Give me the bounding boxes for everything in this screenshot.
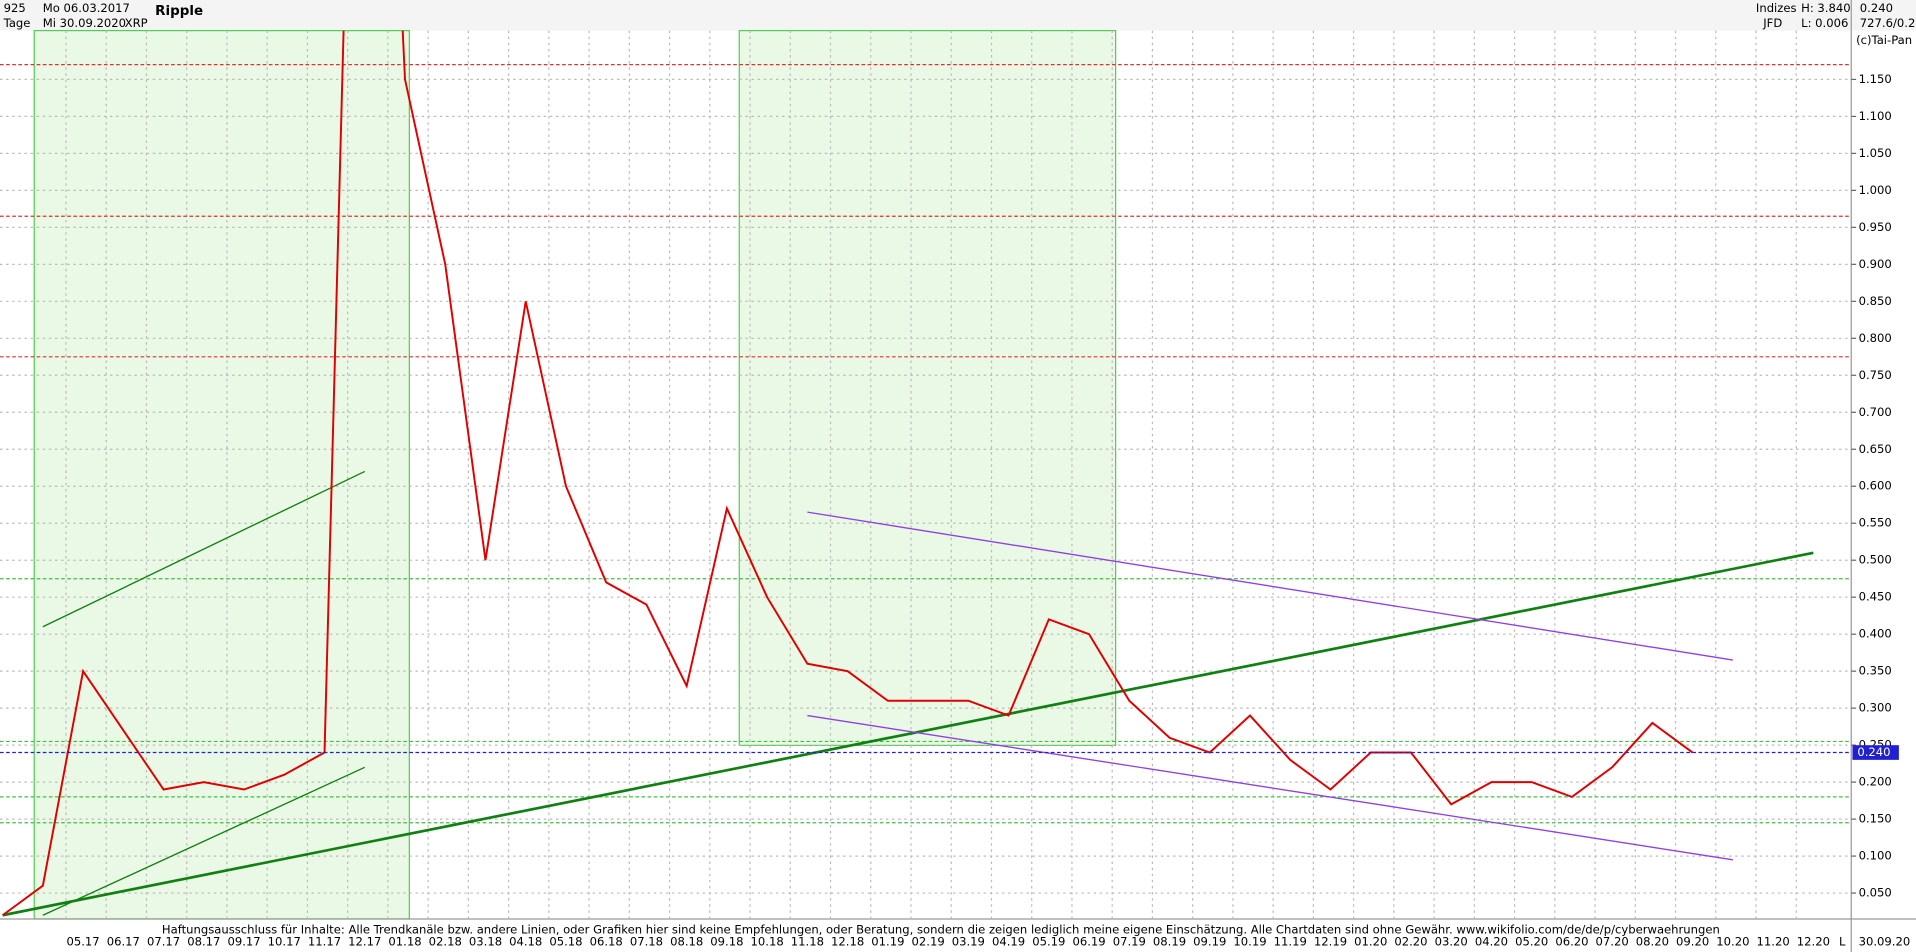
- x-tick-label: 09.18: [710, 935, 743, 949]
- y-tick-label: 0.650: [1859, 442, 1892, 456]
- end-label: 30.09.20: [1859, 935, 1911, 949]
- last: 0.240: [1860, 1, 1893, 15]
- x-tick-label: 08.20: [1636, 935, 1669, 949]
- price-line: [2, 30, 1694, 917]
- x-tick-label: 04.19: [992, 935, 1025, 949]
- trend-line: [42, 766, 366, 916]
- broker: JFD: [1762, 16, 1782, 30]
- x-tick-label: 10.17: [268, 935, 301, 949]
- y-tick-label: 0.600: [1859, 479, 1892, 493]
- copyright: (c)Tai-Pan: [1856, 33, 1912, 47]
- disclaimer: Haftungsausschluss für Inhalte: Alle Tre…: [162, 922, 1720, 936]
- x-tick-label: 12.17: [348, 935, 381, 949]
- x-tick-label: 05.18: [549, 935, 582, 949]
- x-tick-label: 08.18: [670, 935, 703, 949]
- y-tick-label: 1.000: [1859, 183, 1892, 197]
- x-tick-label: 11.18: [791, 935, 824, 949]
- x-tick-label: 02.19: [912, 935, 945, 949]
- y-tick-label: 0.450: [1859, 590, 1892, 604]
- y-tick-label: 0.500: [1859, 553, 1892, 567]
- y-tick-label: 0.950: [1859, 220, 1892, 234]
- x-tick-label: 01.19: [871, 935, 904, 949]
- x-tick-label: 08.17: [187, 935, 220, 949]
- end-date[interactable]: Mi 30.09.2020: [43, 16, 126, 30]
- plot-area: [0, 30, 1852, 919]
- x-tick-label: 11.17: [308, 935, 341, 949]
- x-tick-label: 12.19: [1314, 935, 1347, 949]
- x-tick-label: 05.17: [66, 935, 99, 949]
- x-tick-label: 04.20: [1475, 935, 1508, 949]
- x-tick-label: 06.17: [107, 935, 140, 949]
- trend-line: [42, 470, 366, 628]
- x-tick-label: 06.19: [1072, 935, 1105, 949]
- x-tick-label: 09.19: [1193, 935, 1226, 949]
- y-tick-label: 1.150: [1859, 72, 1892, 86]
- x-tick-label: 07.20: [1596, 935, 1629, 949]
- x-tick-label: 01.20: [1354, 935, 1387, 949]
- x-tick-label: 10.19: [1233, 935, 1266, 949]
- x-tick-label: 11.20: [1757, 935, 1790, 949]
- y-tick-label: 0.300: [1859, 701, 1892, 715]
- x-tick-label: 09.17: [227, 935, 260, 949]
- y-tick-label: 0.700: [1859, 405, 1892, 419]
- trend-line: [807, 714, 1733, 861]
- x-tick-label: 11.19: [1274, 935, 1307, 949]
- y-tick-label: 0.800: [1859, 331, 1892, 345]
- y-tick-label: 0.100: [1859, 849, 1892, 863]
- period[interactable]: Tage: [3, 16, 31, 30]
- instrument-name: Ripple: [155, 4, 203, 19]
- y-tick-label: 1.050: [1859, 146, 1892, 160]
- y-tick-label: 0.400: [1859, 627, 1892, 641]
- x-tick-label: 10.20: [1716, 935, 1749, 949]
- x-tick-label: 10.18: [751, 935, 784, 949]
- x-tick-label: 03.20: [1435, 935, 1468, 949]
- scale-label: L: [1839, 935, 1846, 949]
- x-tick-label: 07.19: [1113, 935, 1146, 949]
- y-tick-label: 0.050: [1859, 886, 1892, 900]
- interval[interactable]: 925: [4, 1, 26, 15]
- y-tick-label: 0.850: [1859, 294, 1892, 308]
- y-tick-label: 0.200: [1859, 775, 1892, 789]
- start-date[interactable]: Mo 06.03.2017: [43, 1, 130, 15]
- y-tick-label: 1.100: [1859, 109, 1892, 123]
- x-tick-label: 12.20: [1797, 935, 1830, 949]
- trend-line: [2, 551, 1814, 917]
- highlight-zone: [738, 29, 1117, 747]
- y-tick-label: 0.150: [1859, 812, 1892, 826]
- x-tick-label: 12.18: [831, 935, 864, 949]
- x-tick-label: 06.18: [590, 935, 623, 949]
- x-tick-label: 04.18: [509, 935, 542, 949]
- x-tick-label: 07.17: [147, 935, 180, 949]
- y-tick-label: 0.750: [1859, 368, 1892, 382]
- last-price-label: 0.240: [1857, 745, 1890, 759]
- x-tick-label: 05.19: [1032, 935, 1065, 949]
- group: Indizes: [1756, 1, 1797, 15]
- trend-line: [807, 511, 1733, 661]
- x-tick-label: 06.20: [1555, 935, 1588, 949]
- header-bar: [0, 0, 1916, 31]
- x-tick-label: 05.20: [1515, 935, 1548, 949]
- x-tick-label: 01.18: [388, 935, 421, 949]
- x-tick-label: 02.18: [429, 935, 462, 949]
- y-tick-label: 0.550: [1859, 516, 1892, 530]
- y-tick-label: 0.350: [1859, 664, 1892, 678]
- x-tick-label: 09.20: [1676, 935, 1709, 949]
- ratio: 727.6/0.21: [1860, 16, 1916, 30]
- x-tick-label: 08.19: [1153, 935, 1186, 949]
- symbol: XRP: [125, 16, 148, 30]
- x-tick-label: 07.18: [630, 935, 663, 949]
- y-tick-label: 0.900: [1859, 257, 1892, 271]
- high: H: 3.840: [1801, 1, 1851, 15]
- last-price-box: [1852, 745, 1899, 760]
- x-tick-label: 03.19: [952, 935, 985, 949]
- low: L: 0.006: [1801, 16, 1848, 30]
- x-tick-label: 02.20: [1394, 935, 1427, 949]
- highlight-zone: [33, 29, 410, 920]
- x-tick-label: 03.18: [469, 935, 502, 949]
